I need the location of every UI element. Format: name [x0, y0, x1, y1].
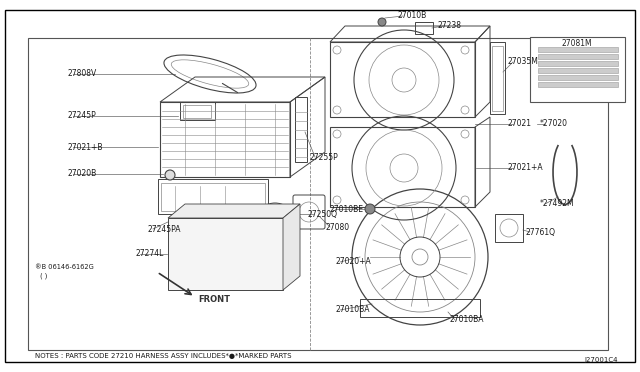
Text: 27021+B: 27021+B: [68, 142, 104, 151]
Text: 27255P: 27255P: [310, 153, 339, 161]
FancyArrowPatch shape: [222, 83, 237, 93]
Text: 27250Q: 27250Q: [308, 209, 338, 218]
Text: 27021: 27021: [508, 119, 532, 128]
Bar: [183, 105, 211, 118]
Circle shape: [365, 204, 375, 214]
Bar: [415, 22, 433, 34]
Bar: [158, 179, 268, 214]
Circle shape: [165, 170, 175, 180]
Text: 27020+A: 27020+A: [335, 257, 371, 266]
Text: 27080: 27080: [325, 222, 349, 231]
Text: 27010BA: 27010BA: [335, 305, 369, 314]
Polygon shape: [168, 204, 300, 218]
Text: NOTES : PARTS CODE 27210 HARNESS ASSY INCLUDES*●*MARKED PARTS: NOTES : PARTS CODE 27210 HARNESS ASSY IN…: [35, 353, 291, 359]
Bar: [538, 82, 618, 87]
Text: 27010BA: 27010BA: [450, 315, 484, 324]
Bar: [28, 38, 608, 350]
Bar: [180, 102, 215, 120]
Bar: [330, 42, 475, 117]
Text: 27761Q: 27761Q: [525, 228, 555, 237]
Bar: [330, 127, 475, 207]
Text: J27001C4: J27001C4: [584, 357, 618, 363]
Bar: [160, 102, 290, 177]
Circle shape: [378, 18, 386, 26]
Text: FRONT: FRONT: [198, 295, 230, 305]
Bar: [168, 218, 283, 290]
Text: 27010B: 27010B: [398, 12, 428, 20]
Text: 27035M: 27035M: [508, 58, 539, 67]
Bar: [490, 42, 505, 114]
Text: ( ): ( ): [40, 273, 47, 279]
Text: 27021+A: 27021+A: [508, 164, 543, 173]
Text: 27245P: 27245P: [68, 112, 97, 121]
Text: 27081M: 27081M: [562, 39, 592, 48]
Bar: [295, 97, 307, 162]
Bar: [538, 54, 618, 59]
Text: 27020B: 27020B: [68, 170, 97, 179]
Bar: [495, 214, 523, 242]
Polygon shape: [283, 204, 300, 290]
Text: ®B 06146-6162G: ®B 06146-6162G: [35, 264, 93, 270]
Bar: [492, 46, 503, 111]
Bar: [161, 183, 265, 211]
Text: *27492M: *27492M: [540, 199, 575, 208]
Text: *27020: *27020: [540, 119, 568, 128]
Bar: [530, 37, 625, 102]
Text: 27238: 27238: [438, 22, 462, 31]
Text: 27245PA: 27245PA: [148, 224, 182, 234]
Bar: [538, 61, 618, 66]
Text: 27010BE: 27010BE: [330, 205, 364, 214]
Bar: [360, 299, 480, 317]
Text: 27808V: 27808V: [68, 70, 97, 78]
Bar: [538, 68, 618, 73]
Bar: [538, 75, 618, 80]
Text: 27274L: 27274L: [135, 250, 163, 259]
Bar: [538, 47, 618, 52]
